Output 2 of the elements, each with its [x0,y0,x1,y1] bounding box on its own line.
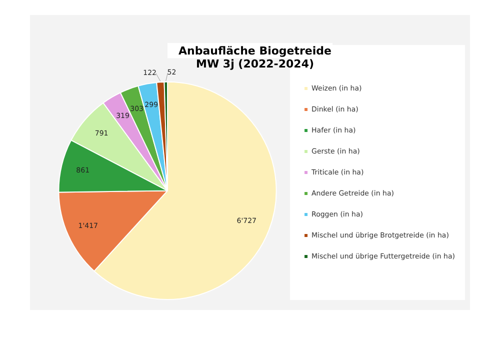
chart-title: Anbaufläche Biogetreide [178,44,332,58]
text: MW 3j (2022-2024) [196,58,314,71]
